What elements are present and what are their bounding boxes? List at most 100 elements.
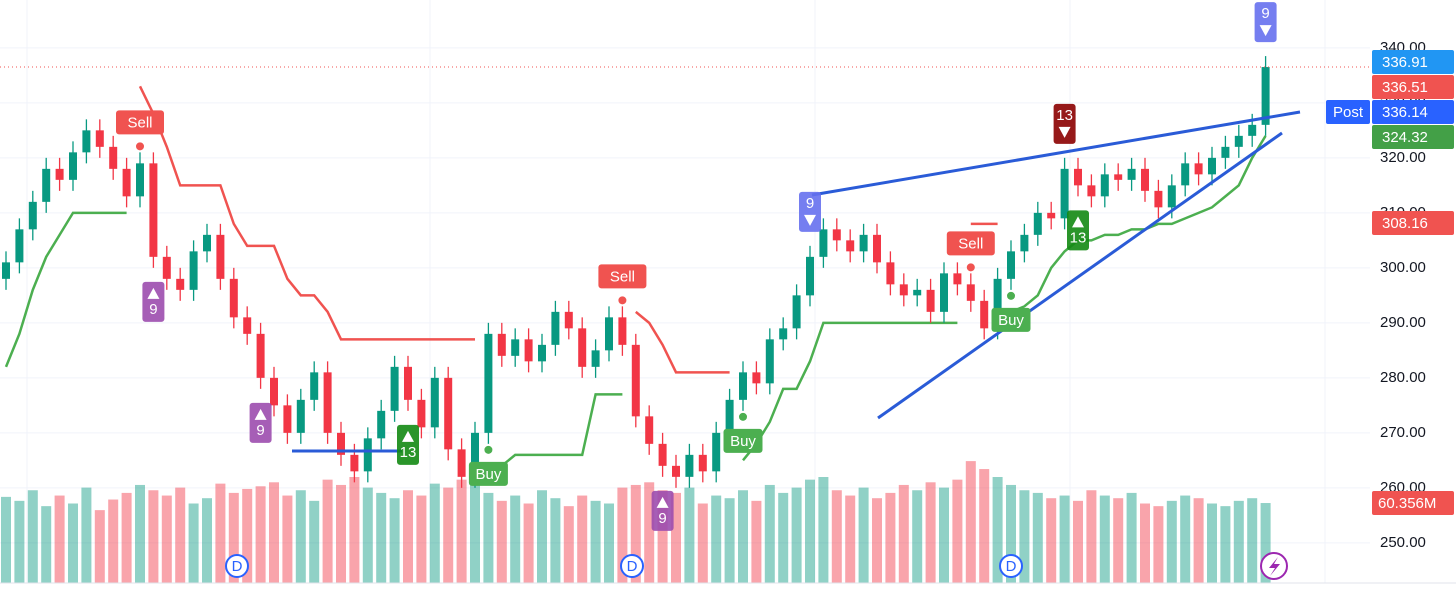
candle-body [136, 163, 144, 197]
volume-bar [1126, 492, 1137, 583]
count-arrow [1058, 126, 1071, 138]
candle-body [1087, 185, 1096, 197]
candle-body [698, 454, 707, 472]
supertrend-line [4, 135, 1267, 478]
candle-body [511, 339, 520, 356]
candle-body [95, 130, 104, 147]
volume-bar [188, 503, 199, 583]
volume-bar [1180, 495, 1191, 583]
trendlines [292, 110, 1301, 453]
volume-bar [228, 492, 239, 583]
candle-body [176, 278, 185, 290]
volume-bar [242, 488, 253, 583]
volume-bar [282, 495, 293, 583]
volume-bar [537, 490, 547, 583]
volume-bar [590, 500, 601, 583]
event-label: D [232, 558, 243, 575]
volume-bar [443, 487, 454, 583]
signal-box [991, 307, 1031, 332]
volume-bar [14, 500, 25, 583]
axis-layer: 250.00260.00270.00280.00290.00300.00310.… [0, 39, 1454, 551]
signal-dot [1007, 291, 1015, 300]
candle-body [779, 328, 788, 340]
candle-body [1047, 212, 1056, 219]
candle-body [1033, 212, 1042, 235]
volume-bar [1019, 490, 1030, 583]
candle-body [1020, 234, 1029, 252]
count-marker [249, 402, 272, 443]
price-badge [1372, 49, 1454, 74]
candle-body [618, 317, 627, 345]
signal-dot [136, 142, 144, 151]
event-circle[interactable] [999, 554, 1023, 578]
candle-body [551, 311, 560, 345]
candle-body [283, 405, 292, 433]
price-badge [1372, 74, 1454, 99]
volume-bar [858, 487, 869, 583]
event-circle[interactable] [620, 554, 644, 578]
signal-box [468, 461, 508, 486]
candle-body [953, 273, 962, 285]
count-marker [397, 424, 419, 465]
candle-body [806, 256, 814, 296]
count-marker [1254, 2, 1277, 43]
count-marker [1067, 210, 1089, 251]
volume-bar [389, 498, 400, 583]
candle-body [471, 432, 479, 477]
candle-body [886, 262, 895, 285]
count-arrow [147, 287, 160, 299]
volume-bar [965, 461, 976, 583]
candle-body [149, 163, 158, 257]
volume-bar [54, 495, 65, 583]
candle-body [430, 377, 439, 428]
event-circle[interactable] [225, 554, 249, 578]
volume-layer [1, 461, 1271, 583]
supertrend-line [138, 85, 998, 374]
price-badge-label: 336.51 [1382, 79, 1428, 96]
candle-body [913, 289, 922, 296]
candle-body [82, 130, 91, 153]
volume-bar [885, 492, 896, 583]
candle-body [792, 295, 801, 329]
candle-body [1127, 168, 1136, 180]
supertrend-layer [4, 85, 1267, 478]
volume-bar [805, 479, 815, 583]
count-arrow [1259, 25, 1272, 37]
count-arrow [656, 496, 669, 508]
candle-body [363, 438, 372, 472]
volume-bar [202, 498, 212, 583]
candle-body [323, 372, 332, 433]
volume-bar [41, 506, 52, 583]
volume-bar [470, 477, 480, 583]
event-label: D [627, 558, 638, 575]
candle-body [1234, 135, 1243, 147]
volume-bar [429, 483, 440, 583]
volume-bar [684, 487, 695, 583]
volume-bar [1153, 506, 1164, 583]
signal-box [946, 231, 995, 256]
candle-body [457, 449, 466, 477]
candle-body [55, 168, 64, 180]
volume-bar [979, 469, 990, 583]
volume-bar [510, 495, 521, 583]
candle-body [296, 399, 305, 433]
y-tick-label: 290.00 [1380, 314, 1426, 331]
volume-bar [1166, 500, 1177, 583]
price-badge [1372, 124, 1454, 149]
volume-bar [94, 510, 105, 583]
signal-label: Sell [127, 114, 152, 131]
count-marker [799, 191, 821, 232]
volume-bar [1247, 498, 1258, 583]
count-marker [142, 281, 165, 322]
volume-bar [738, 490, 748, 583]
candle-body [578, 328, 587, 367]
price-badge-label: 308.16 [1382, 215, 1428, 232]
candle-body [940, 273, 948, 312]
candle-body [484, 333, 493, 433]
candle-body [189, 251, 198, 290]
y-tick-label: 320.00 [1380, 149, 1426, 166]
count-marker [651, 490, 674, 531]
volume-bar [617, 487, 628, 583]
candle-body [337, 432, 345, 455]
candle-body [109, 146, 118, 169]
